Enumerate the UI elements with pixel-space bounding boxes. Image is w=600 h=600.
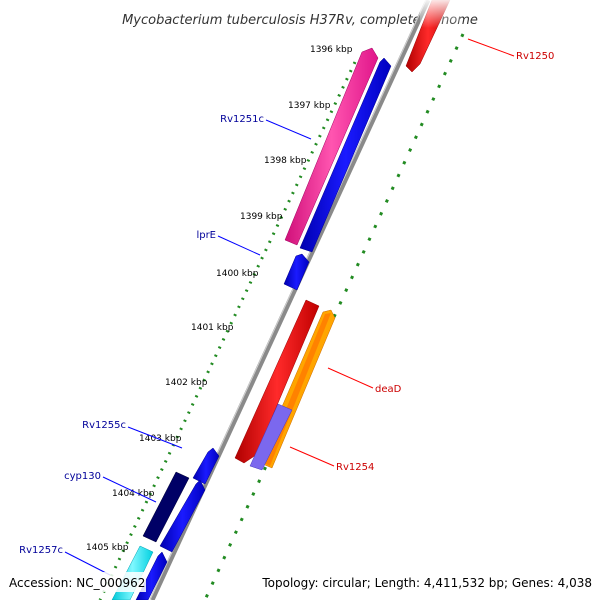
leader-rv1251c [265,119,312,140]
gene-rv1250[interactable] [405,0,460,73]
leader-cyp130 [102,476,157,503]
gene-rv1254[interactable] [249,403,293,471]
gene-cyp130[interactable] [159,479,206,553]
leader-rv1255c [127,426,183,449]
gene-label-cyp130[interactable]: cyp130 [64,471,101,482]
gene-rv1251c[interactable] [299,57,392,253]
gene-label-lpre[interactable]: lprE [196,230,216,241]
gene-rv1251c-pink[interactable] [284,47,379,246]
tick-label: 1400 kbp [216,269,259,279]
tick-label: 1398 kbp [264,156,307,166]
gene-cyp130-navy[interactable] [142,471,190,543]
tick-label: 1401 kbp [191,323,234,333]
tick-label: 1397 kbp [288,101,331,111]
gene-label-rv1251c[interactable]: Rv1251c [220,114,264,125]
gene-label-dead[interactable]: deaD [375,384,402,395]
topology-text: Topology: circular; Length: 4,411,532 bp… [261,576,592,590]
accession-text: Accession: NC_000962 [9,576,145,590]
gene-label-rv1257c[interactable]: Rv1257c [19,545,63,556]
tick-label: 1396 kbp [310,45,353,55]
gene-label-rv1255c[interactable]: Rv1255c [82,420,126,431]
leader-rv1254 [289,446,335,467]
gene-dead-red[interactable] [234,299,320,464]
tick-label: 1405 kbp [86,543,129,553]
footer-topology-bg [256,572,596,592]
tick-label: 1404 kbp [112,489,155,499]
tick-label: 1402 kbp [165,378,208,388]
gene-label-rv1254[interactable]: Rv1254 [336,462,374,473]
outer-dotted-track [203,33,465,600]
inner-dotted-track [98,61,357,600]
leader-rv1250 [467,38,515,57]
map-title: Mycobacterium tuberculosis H37Rv, comple… [122,13,478,28]
tick-label: 1403 kbp [139,434,182,444]
gene-lpre[interactable] [283,253,310,291]
gene-label-rv1250[interactable]: Rv1250 [516,51,554,62]
gene-rv1255c[interactable] [192,447,220,485]
leader-lpre [217,235,261,256]
leader-rv1257c [64,551,111,576]
leader-dead [327,367,374,389]
tick-label: 1399 kbp [240,212,283,222]
footer-accession-bg [6,572,146,592]
